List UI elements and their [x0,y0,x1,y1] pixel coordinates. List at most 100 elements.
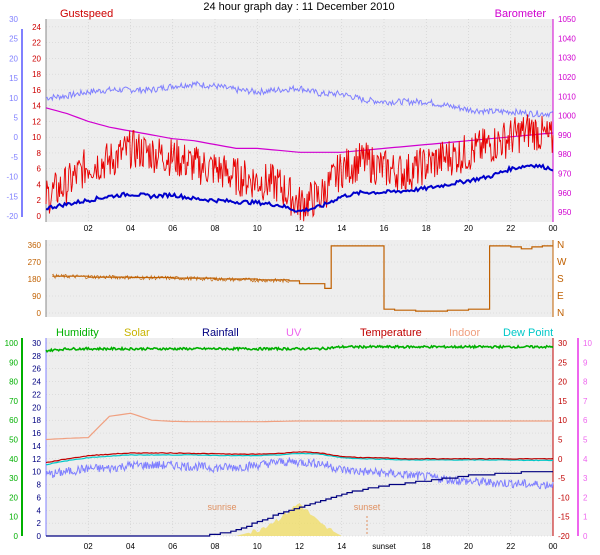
barometer-tick-label: 1030 [558,54,576,63]
rainfall-tick-label: 14 [32,442,41,451]
panel-direction-background [46,240,553,317]
solar-area [46,503,553,536]
direction-tick-label: 360 [28,241,42,250]
rainfall-tick-label: 12 [32,455,41,464]
rainfall-tick-label: 0 [37,532,42,541]
legend-dew-point: Dew Point [503,327,553,339]
gustspeed-line [45,114,554,222]
gust-tick-label: 22 [32,39,41,48]
humidity-line [45,344,554,353]
humidity-tick-label: 20 [9,493,18,502]
rainfall-tick-label: 20 [32,403,41,412]
barometer-tick-label: 1000 [558,112,576,121]
x-tick-label: 00 [549,542,558,551]
rainfall-tick-label: 10 [32,468,41,477]
rainfall-tick-label: 26 [32,365,41,374]
wind-direction-line [52,245,553,312]
x-tick-label: 20 [464,224,473,233]
barometer-tick-label: 1020 [558,73,576,82]
temperature-tick-label: -15 [558,513,570,522]
rainfall-tick-label: 2 [37,519,42,528]
rainfall-tick-label: 18 [32,416,41,425]
uv-tick-label: 9 [583,358,588,367]
legend-barometer: Barometer [495,8,547,20]
rainfall-line [46,471,553,537]
compass-tick-label: N [557,308,564,319]
barometer-tick-label: 970 [558,170,572,179]
outer-tick-label: 25 [9,35,18,44]
x-axis-ticks-wind: 02 04 06 08 10 12 14 16 18 20 22 00 [84,224,558,233]
direction-tick-label: 90 [32,292,41,301]
gust-tick-label: 24 [32,23,41,32]
temperature-tick-label: 0 [558,455,563,464]
wind-direction-noise [52,273,290,284]
barometer-tick-label: 1050 [558,15,576,24]
uv-tick-label: 2 [583,493,588,502]
temperature-tick-label: 5 [558,436,563,445]
x-tick-label: 10 [253,542,262,551]
temperature-tick-label: -20 [558,532,570,541]
temperature-tick-label: 25 [558,358,567,367]
x-tick-label: 02 [84,542,93,551]
gust-tick-label: 8 [37,149,42,158]
x-tick-label: 00 [549,224,558,233]
temperature-line [45,451,554,464]
rainfall-tick-label: 16 [32,429,41,438]
humidity-axis-ticks: 0 10 20 30 40 50 60 70 80 90 100 [5,339,19,541]
rainfall-tick-label: 28 [32,352,41,361]
humidity-tick-label: 60 [9,416,18,425]
gust-tick-label: 10 [32,133,41,142]
outer-tick-label: 20 [9,54,18,63]
gust-tick-label: 14 [32,102,41,111]
barometer-tick-label: 990 [558,131,572,140]
compass-tick-label: E [557,291,564,302]
wind-series [45,80,554,222]
sunrise-label: sunrise [207,502,236,512]
temperature-tick-label: 15 [558,397,567,406]
outer-tick-label: 30 [9,15,18,24]
humidity-tick-label: 70 [9,397,18,406]
gust-tick-label: 6 [37,165,42,174]
uv-tick-label: 4 [583,455,588,464]
humidity-tick-label: 40 [9,455,18,464]
direction-tick-label: 180 [28,275,42,284]
gust-tick-label: 16 [32,86,41,95]
gust-tick-label: 0 [37,212,42,221]
humidity-tick-label: 50 [9,436,18,445]
x-tick-label: sunset [372,542,396,551]
rainfall-tick-label: 24 [32,378,41,387]
temperature-tick-label: 20 [558,378,567,387]
x-tick-label: 18 [422,542,431,551]
outer-series-line [45,80,554,119]
barometer-line [45,107,554,153]
direction-degree-ticks: 0 90 180 270 360 [28,241,42,318]
legend-humidity: Humidity [56,327,99,339]
legend-indoor: Indoor [449,327,481,339]
x-tick-label: 12 [295,542,304,551]
humidity-tick-label: 100 [5,339,19,348]
compass-tick-label: S [557,274,564,285]
barometer-tick-label: 1040 [558,34,576,43]
x-tick-label: 22 [506,542,515,551]
x-tick-label: 22 [506,224,515,233]
uv-tick-label: 3 [583,474,588,483]
outer-tick-label: -15 [6,192,18,201]
x-axis-ticks-humidity: 02 04 06 08 10 12 14 sunset 18 20 22 00 [84,542,558,551]
average-speed-line [45,163,554,213]
rainfall-tick-label: 30 [32,339,41,348]
barometer-tick-label: 960 [558,189,572,198]
gust-tick-label: 18 [32,70,41,79]
uv-tick-label: 10 [583,339,592,348]
grid-lines [46,19,554,537]
outer-axis-ticks: -20 -15 -10 -5 0 5 10 15 20 25 30 [6,15,18,221]
outer-tick-label: -10 [6,173,18,182]
gust-tick-label: 4 [37,180,42,189]
gust-tick-label: 12 [32,117,41,126]
barometer-tick-label: 1010 [558,92,576,101]
humidity-tick-label: 80 [9,378,18,387]
humidity-tick-label: 0 [14,532,19,541]
indoor-line [45,412,553,441]
x-tick-label: 08 [211,542,220,551]
